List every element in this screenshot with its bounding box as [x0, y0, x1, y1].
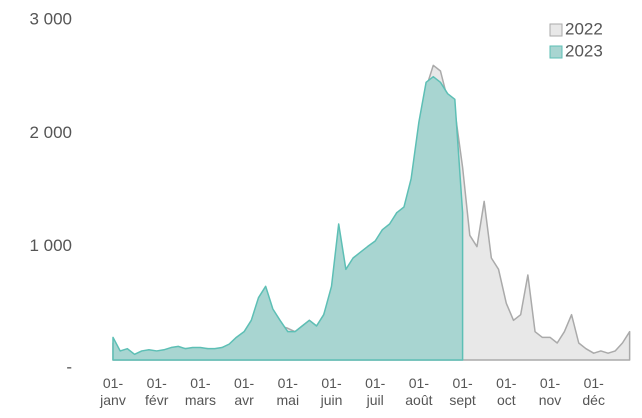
y-tick-label: -	[66, 357, 72, 376]
x-tick-label: 01-déc	[582, 375, 605, 408]
x-tick-label: 01-mai	[276, 375, 300, 408]
x-tick-label: 01-oct	[496, 375, 517, 408]
x-tick-label: 01-nov	[538, 375, 562, 408]
area	[112, 75, 464, 361]
y-tick-label: 3 000	[29, 9, 72, 28]
x-tick-label: 01-août	[405, 375, 433, 408]
x-tick-label: 01-juin	[320, 375, 343, 408]
y-tick-label: 2 000	[29, 123, 72, 142]
x-tick-label: 01-avr	[233, 375, 255, 408]
y-tick-label: 1 000	[29, 236, 72, 255]
legend-label: 2023	[565, 41, 603, 60]
x-tick-label: 01-mars	[184, 375, 216, 408]
x-tick-label: 01-janv	[100, 375, 126, 408]
x-tick-label: 01-févr	[145, 375, 169, 408]
x-tick-label: 01-sept	[449, 375, 476, 408]
x-tick-label: 01-juil	[365, 375, 386, 408]
legend-label: 2022	[565, 19, 603, 38]
legend-swatch	[549, 45, 563, 59]
legend-swatch	[549, 23, 563, 37]
